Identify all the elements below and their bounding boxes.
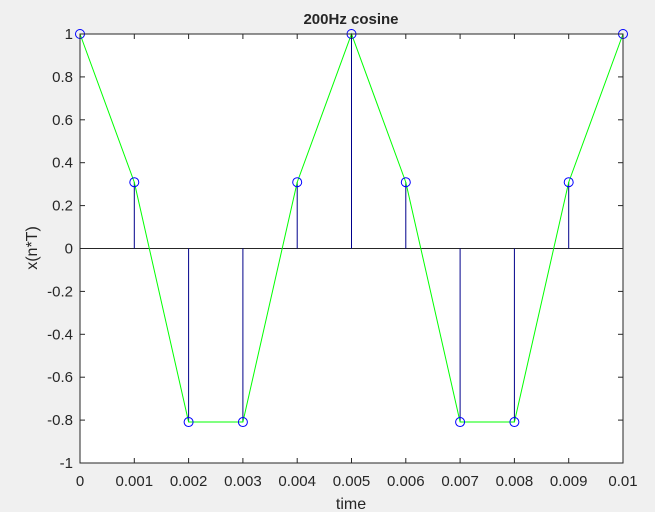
x-tick-label: 0.009 bbox=[550, 473, 588, 490]
y-axis-label: x(n*T) bbox=[24, 226, 41, 270]
y-tick-label: 1 bbox=[65, 26, 73, 43]
x-tick-label: 0.006 bbox=[387, 473, 425, 490]
x-tick-label: 0.007 bbox=[441, 473, 479, 490]
y-tick-label: -0.8 bbox=[47, 412, 73, 429]
x-tick-label: 0.004 bbox=[278, 473, 316, 490]
y-tick-label: 0.2 bbox=[52, 198, 73, 215]
y-tick-label: -0.6 bbox=[47, 369, 73, 386]
chart-title: 200Hz cosine bbox=[303, 11, 398, 28]
y-tick-label: -1 bbox=[60, 455, 73, 472]
x-tick-label: 0.003 bbox=[224, 473, 262, 490]
x-axis-label: time bbox=[336, 496, 366, 512]
y-tick-label: 0.8 bbox=[52, 69, 73, 86]
x-tick-label: 0.01 bbox=[608, 473, 637, 490]
y-tick-label: 0.4 bbox=[52, 155, 73, 172]
x-tick-label: 0.002 bbox=[170, 473, 208, 490]
x-tick-label: 0.001 bbox=[116, 473, 154, 490]
y-tick-label: 0.6 bbox=[52, 112, 73, 129]
x-tick-label: 0.008 bbox=[496, 473, 534, 490]
y-tick-label: -0.2 bbox=[47, 283, 73, 300]
x-tick-label: 0.005 bbox=[333, 473, 371, 490]
y-tick-label: -0.4 bbox=[47, 326, 73, 343]
x-tick-label: 0 bbox=[76, 473, 84, 490]
y-tick-label: 0 bbox=[65, 241, 73, 258]
